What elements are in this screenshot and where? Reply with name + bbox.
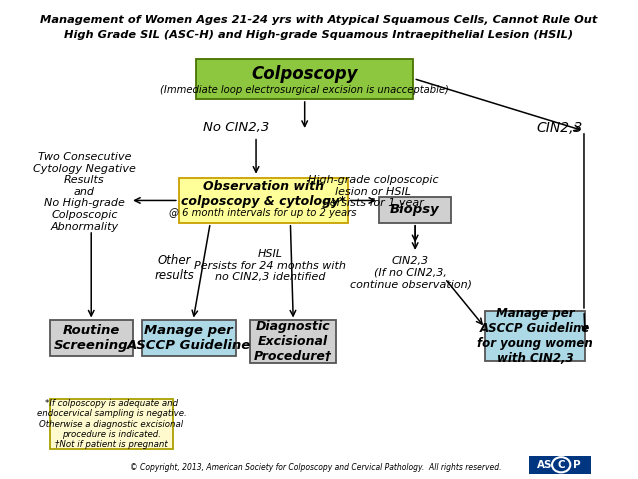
Text: Colposcopy: Colposcopy	[251, 65, 358, 82]
FancyBboxPatch shape	[529, 456, 591, 474]
FancyBboxPatch shape	[379, 197, 450, 223]
Text: High-grade colposcopic
lesion or HSIL
Persists for 1 year: High-grade colposcopic lesion or HSIL Pe…	[308, 175, 439, 208]
Text: Manage per
ASCCP Guideline: Manage per ASCCP Guideline	[127, 324, 251, 353]
FancyBboxPatch shape	[179, 178, 348, 223]
Text: CIN2,3: CIN2,3	[536, 121, 582, 135]
Text: CIN2,3
(If no CIN2,3,
continue observation): CIN2,3 (If no CIN2,3, continue observati…	[350, 256, 471, 289]
FancyBboxPatch shape	[50, 399, 173, 449]
Text: Management of Women Ages 21-24 yrs with Atypical Squamous Cells, Cannot Rule Out: Management of Women Ages 21-24 yrs with …	[40, 15, 598, 25]
Text: High Grade SIL (ASC-H) and High-grade Squamous Intraepithelial Lesion (HSIL): High Grade SIL (ASC-H) and High-grade Sq…	[64, 30, 574, 40]
Text: Other
results: Other results	[155, 254, 195, 282]
FancyBboxPatch shape	[250, 320, 336, 363]
Text: Manage per
ASCCP Guideline
for young women
with CIN2,3: Manage per ASCCP Guideline for young wom…	[477, 307, 593, 365]
Text: Diagnostic
Excisional
Procedure†: Diagnostic Excisional Procedure†	[254, 320, 332, 364]
Text: @ 6 month intervals for up to 2 years: @ 6 month intervals for up to 2 years	[170, 208, 357, 218]
Text: AS: AS	[537, 460, 553, 470]
Text: HSIL
Persists for 24 months with
no CIN2,3 identified: HSIL Persists for 24 months with no CIN2…	[195, 249, 346, 282]
FancyBboxPatch shape	[50, 320, 133, 356]
Text: (Immediate loop electrosurgical excision is unacceptable): (Immediate loop electrosurgical excision…	[160, 85, 449, 95]
Text: C: C	[558, 460, 565, 470]
Text: *If colposcopy is adequate and
endocervical sampling is negative.
Otherwise a di: *If colposcopy is adequate and endocervi…	[36, 399, 186, 449]
Text: Routine
Screening: Routine Screening	[54, 324, 129, 353]
FancyBboxPatch shape	[142, 320, 236, 356]
FancyBboxPatch shape	[196, 58, 413, 99]
FancyBboxPatch shape	[485, 311, 585, 361]
Text: © Copyright, 2013, American Society for Colposcopy and Cervical Pathology.  All : © Copyright, 2013, American Society for …	[130, 463, 502, 472]
Text: No CIN2,3: No CIN2,3	[203, 121, 269, 134]
Text: Biopsy: Biopsy	[390, 203, 440, 216]
Text: P: P	[574, 460, 581, 470]
Text: Observation with
colposcopy & cytology*: Observation with colposcopy & cytology*	[181, 180, 346, 208]
Text: Two Consecutive
Cytology Negative
Results
and
No High-grade
Colposcopic
Abnormal: Two Consecutive Cytology Negative Result…	[33, 152, 136, 232]
